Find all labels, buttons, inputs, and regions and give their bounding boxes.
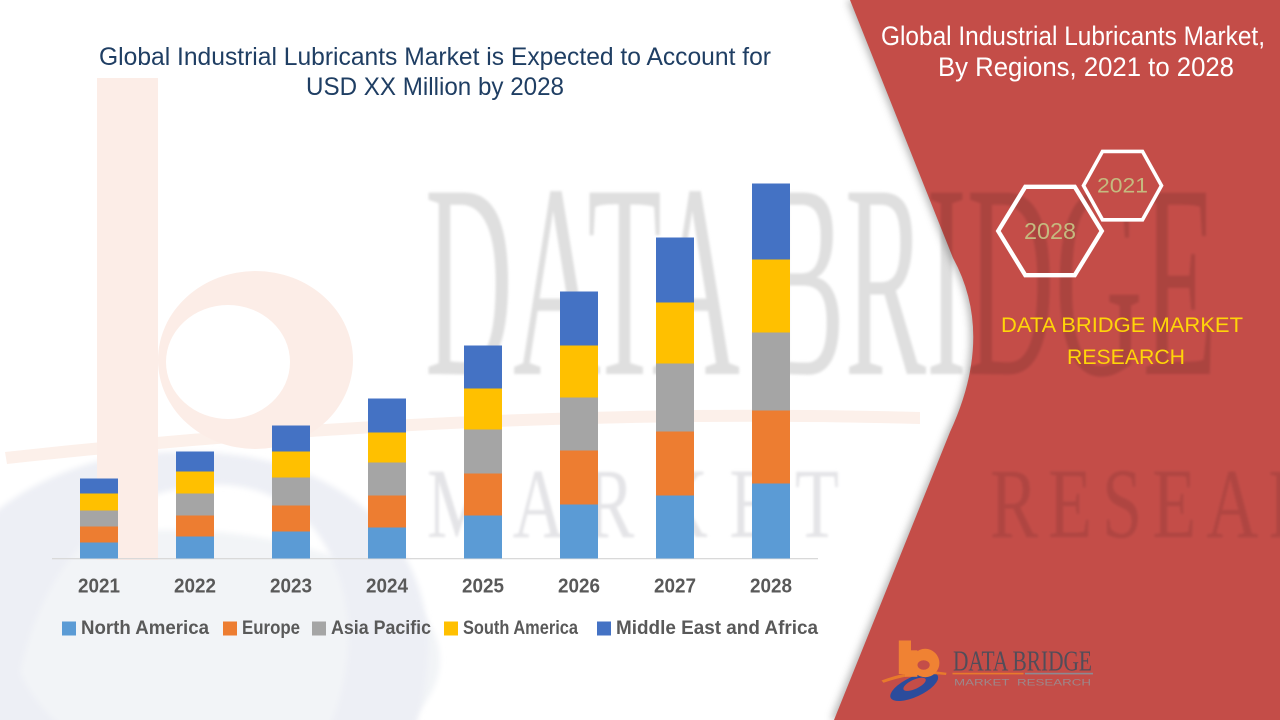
svg-text:2028: 2028 (750, 575, 792, 598)
svg-text:USD XX Million by 2028: USD XX Million by 2028 (306, 73, 564, 101)
svg-text:DATA BRIDGE: DATA BRIDGE (425, 127, 1217, 434)
svg-text:2025: 2025 (462, 575, 504, 598)
svg-text:DATA BRIDGE: DATA BRIDGE (953, 647, 1092, 678)
svg-text:By Regions, 2021 to 2028: By Regions, 2021 to 2028 (938, 52, 1234, 82)
svg-text:2021: 2021 (1097, 174, 1148, 198)
svg-text:2022: 2022 (174, 575, 216, 598)
svg-text:Global Industrial Lubricants M: Global Industrial Lubricants Market, (881, 21, 1265, 51)
svg-text:2028: 2028 (1024, 218, 1076, 244)
svg-text:2021: 2021 (78, 575, 120, 598)
svg-text:2024: 2024 (366, 575, 409, 598)
svg-text:Middle East and Africa: Middle East and Africa (616, 618, 818, 639)
svg-text:Asia Pacific: Asia Pacific (331, 618, 431, 639)
svg-text:DATA BRIDGE MARKET: DATA BRIDGE MARKET (1001, 314, 1243, 337)
svg-text:RESEARCH: RESEARCH (1067, 346, 1185, 369)
svg-text:South America: South America (463, 618, 578, 639)
svg-text:Global Industrial Lubricants M: Global Industrial Lubricants Market is E… (99, 43, 771, 71)
svg-text:North America: North America (81, 618, 209, 639)
svg-text:Europe: Europe (242, 618, 300, 639)
svg-text:2026: 2026 (558, 575, 600, 598)
svg-text:RESEARCH: RESEARCH (990, 447, 1280, 558)
svg-text:2023: 2023 (270, 575, 312, 598)
svg-text:2027: 2027 (654, 575, 696, 598)
svg-text:MARKET RESEARCH: MARKET RESEARCH (954, 677, 1091, 688)
